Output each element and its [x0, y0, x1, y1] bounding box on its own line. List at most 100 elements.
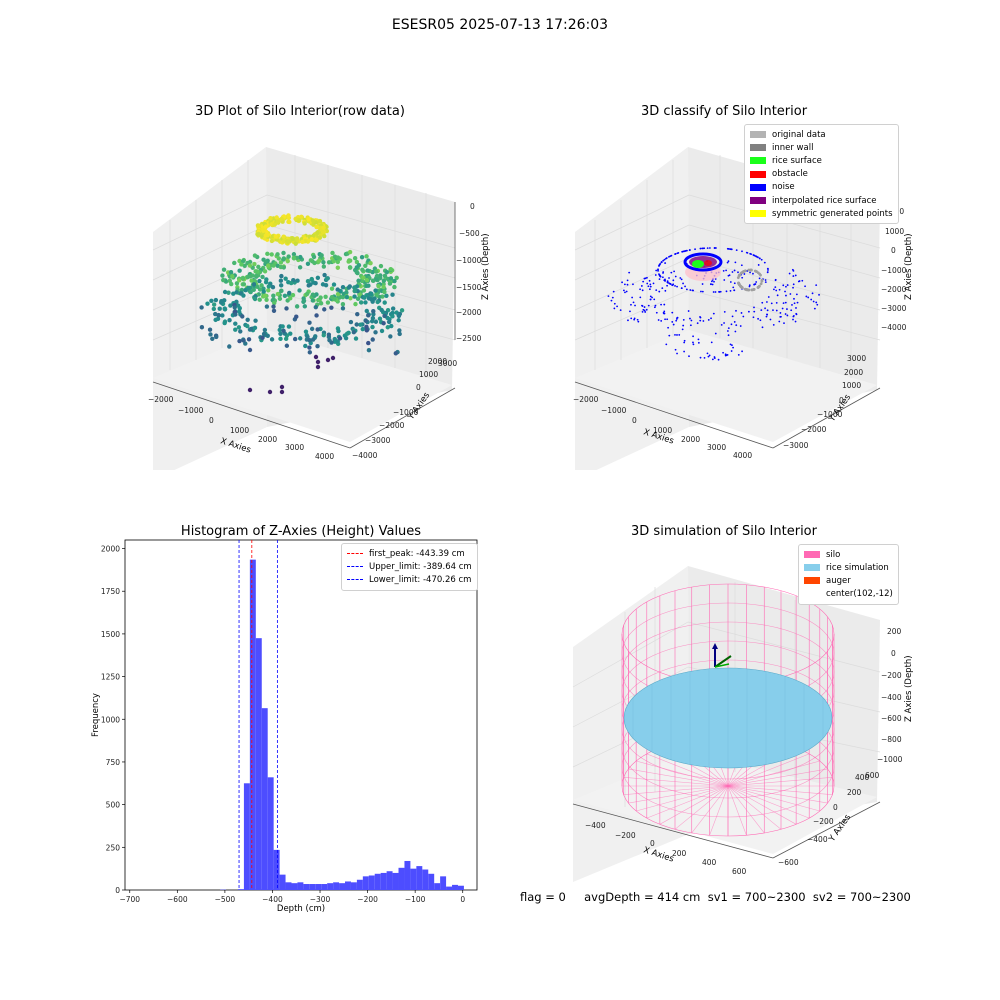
silo-base-spoke	[674, 785, 729, 830]
silo-base-spoke	[623, 777, 729, 787]
hist-bar	[362, 876, 369, 890]
p1-point	[281, 234, 286, 239]
p2-noise-point	[726, 354, 729, 356]
p1-ztick: −1500	[456, 283, 482, 292]
p2-noise-point	[754, 283, 756, 286]
p1-point	[286, 324, 292, 329]
p1-point	[262, 269, 268, 274]
p1-point	[214, 334, 219, 340]
p2-noise-point	[631, 296, 634, 299]
p2-noise-point	[786, 308, 788, 310]
p1-point	[217, 306, 222, 311]
p2-noise-point	[630, 317, 633, 320]
p2-noise-point	[699, 356, 702, 359]
hist-plot-frame	[124, 539, 478, 891]
p2-xtick: 1000	[653, 426, 672, 435]
p1-point	[388, 266, 393, 272]
p1-point	[285, 258, 290, 264]
p1-point	[362, 295, 367, 300]
p1-point	[257, 297, 262, 302]
p1-point	[361, 275, 366, 280]
p1-point	[248, 289, 253, 295]
p2-noise-point	[775, 289, 778, 292]
p1-point	[300, 239, 305, 245]
p2-noise-point	[713, 247, 716, 249]
p1-point	[360, 267, 365, 273]
p1-point	[278, 260, 284, 265]
p2-noise-point	[795, 312, 798, 315]
p1-point	[251, 287, 256, 293]
p2-original-point	[758, 284, 761, 288]
p2-noise-point	[700, 290, 702, 293]
p1-point	[354, 322, 359, 327]
p1-point	[247, 347, 253, 353]
p4-ztick: 0	[891, 649, 896, 658]
p1-point	[347, 249, 353, 255]
p2-noise-point	[652, 282, 655, 285]
p2-ytick: 3000	[847, 354, 866, 363]
p1-point	[265, 333, 270, 338]
p2-noise-point	[690, 319, 693, 322]
p1-point	[226, 290, 231, 295]
p2-noise-point	[789, 293, 792, 295]
p2-noise-point	[674, 275, 677, 278]
p2-original-point	[752, 288, 755, 291]
p2-noise-point	[745, 251, 748, 254]
p4-ytick: 200	[847, 788, 862, 797]
p1-point	[309, 236, 314, 242]
p1-point	[388, 276, 394, 281]
p2-noise-point	[678, 334, 681, 336]
p2-noise-point	[725, 290, 728, 293]
p1-point	[324, 276, 330, 281]
p1-point	[261, 228, 266, 233]
p2-noise-point	[726, 247, 729, 250]
p1-point	[319, 253, 324, 258]
p1-point	[303, 329, 309, 334]
p1-point	[222, 289, 228, 295]
p2-noise-point	[742, 315, 745, 318]
p2-noise-point	[681, 250, 684, 253]
legend-item-obstacle: obstacle	[750, 168, 893, 181]
p2-noise-point	[702, 320, 705, 322]
p1-point	[234, 281, 240, 286]
p2-noise-point	[681, 328, 684, 331]
p1-point	[351, 330, 357, 335]
p1-ytick: 2000	[428, 357, 447, 366]
p1-ytick: 3000	[438, 359, 457, 368]
p1-point	[392, 278, 397, 284]
p1-ytick: −2000	[379, 421, 405, 430]
p2-noise-point	[671, 311, 674, 314]
p2-noise-point	[778, 320, 781, 323]
p1-point	[390, 314, 395, 319]
p1-point	[232, 260, 237, 266]
p1-point	[271, 293, 276, 298]
silo-base-spoke	[709, 785, 729, 836]
hist-bar	[339, 883, 345, 890]
p2-noise-point	[761, 301, 764, 304]
p1-point	[294, 314, 299, 319]
p2-ztick: −3000	[881, 304, 907, 313]
p1-point	[207, 327, 213, 332]
p2-noise-point	[793, 297, 795, 300]
hist-ytick-label: 2000	[101, 545, 120, 554]
hist-bar	[285, 882, 292, 890]
p2-noise-point	[637, 320, 640, 323]
p1-point	[245, 323, 250, 329]
hist-bar	[368, 875, 375, 890]
p2-noise-point	[766, 313, 769, 316]
p4-ytick: 600	[865, 771, 880, 780]
silo-base-spoke	[646, 753, 729, 787]
p2-noise-point	[720, 323, 723, 326]
panel2-y-ticks: −3000 −2000 −1000 0 1000 2000 3000	[783, 354, 866, 450]
p1-point	[329, 286, 335, 291]
p2-noise-point	[788, 272, 791, 275]
p1-point	[348, 319, 354, 325]
p1-point	[228, 270, 234, 275]
p4-ztick: −400	[881, 693, 902, 702]
p2-noise-point	[783, 322, 785, 325]
p2-noise-point	[784, 290, 786, 293]
p2-original-point	[749, 268, 753, 272]
p1-point	[247, 263, 253, 268]
panel1-3d-plot: −2000 −1000 0 1000 2000 3000 4000 X Axie…	[148, 147, 490, 470]
p2-noise-point	[641, 289, 644, 292]
